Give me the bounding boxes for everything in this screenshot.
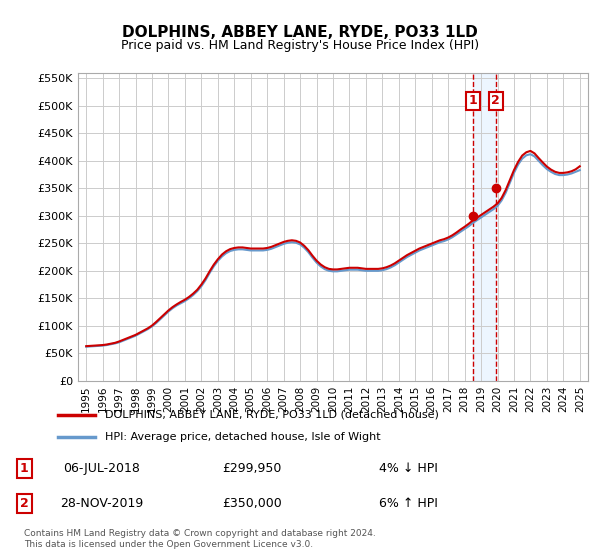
Text: 1: 1: [20, 462, 28, 475]
Text: Contains HM Land Registry data © Crown copyright and database right 2024.
This d: Contains HM Land Registry data © Crown c…: [24, 529, 376, 549]
Text: HPI: Average price, detached house, Isle of Wight: HPI: Average price, detached house, Isle…: [106, 432, 381, 442]
Text: 06-JUL-2018: 06-JUL-2018: [64, 462, 140, 475]
Text: £299,950: £299,950: [223, 462, 281, 475]
Text: 2: 2: [20, 497, 28, 510]
Bar: [473, 73, 496, 381]
Text: DOLPHINS, ABBEY LANE, RYDE, PO33 1LD (detached house): DOLPHINS, ABBEY LANE, RYDE, PO33 1LD (de…: [106, 409, 439, 419]
Text: 2: 2: [491, 94, 500, 107]
Text: £350,000: £350,000: [222, 497, 282, 510]
Text: 4% ↓ HPI: 4% ↓ HPI: [379, 462, 437, 475]
Text: 6% ↑ HPI: 6% ↑ HPI: [379, 497, 437, 510]
Text: DOLPHINS, ABBEY LANE, RYDE, PO33 1LD: DOLPHINS, ABBEY LANE, RYDE, PO33 1LD: [122, 25, 478, 40]
Text: Price paid vs. HM Land Registry's House Price Index (HPI): Price paid vs. HM Land Registry's House …: [121, 39, 479, 52]
Text: 28-NOV-2019: 28-NOV-2019: [61, 497, 143, 510]
Text: 1: 1: [469, 94, 477, 107]
